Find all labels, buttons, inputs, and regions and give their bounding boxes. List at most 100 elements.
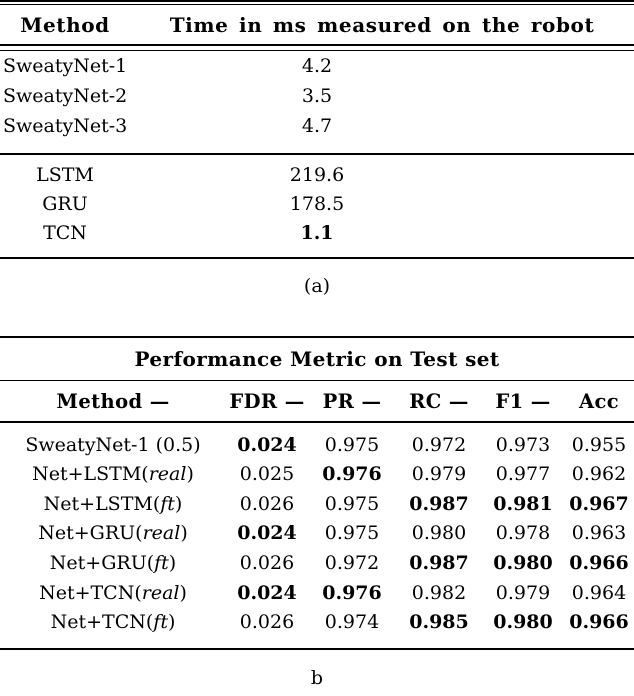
divider [0,335,634,338]
spacer-cell [504,111,634,141]
caption-a: (a) [303,274,331,297]
fdr-cell: 0.024 [237,581,297,604]
method-italic: real [141,581,180,604]
method-text: ) [167,611,176,634]
f1-cell: 0.980 [493,611,553,634]
rc-cell: 0.987 [409,551,469,574]
acc-cell: 0.962 [571,463,627,486]
method-cell: TCN [43,221,87,244]
method-italic: ft [154,551,169,574]
spacer-cell [504,190,634,219]
divider [0,421,634,423]
column-header-rc: RC — [409,389,469,413]
rc-cell: 0.980 [411,522,467,545]
method-text: ) [180,522,188,545]
table-row: Net+LSTM(ft) 0.026 0.975 0.987 0.981 0.9… [0,490,634,520]
table-row: SweatyNet-3 4.7 [0,111,634,141]
acc-cell: 0.966 [569,611,629,634]
divider [0,256,634,259]
f1-cell: 0.977 [495,463,551,486]
method-cell: Net+LSTM(ft) [0,490,226,520]
performance-table: Performance Metric on Test set Method — … [0,335,634,650]
divider [0,379,634,382]
method-text: Net+TCN( [39,581,142,604]
table-row: GRU 178.5 [0,190,634,219]
method-italic: ft [153,611,168,634]
method-italic: real [148,463,187,486]
fdr-cell: 0.026 [239,492,295,515]
rc-cell: 0.979 [411,463,467,486]
method-cell: Net+TCN(ft) [0,608,226,638]
pr-cell: 0.974 [324,611,380,634]
method-cell: Net+TCN(real) [0,579,226,609]
method-cell: SweatyNet-2 [3,85,128,107]
column-header-fdr: FDR — [229,389,305,413]
acc-cell: 0.967 [569,492,629,515]
time-cell: 4.2 [301,55,333,77]
divider [0,0,634,2]
acc-cell: 0.966 [569,551,629,574]
table-row: SweatyNet-1 4.2 [0,51,634,81]
timing-table: Method Time in ms measured on the robot … [0,0,634,259]
table-row: SweatyNet-1 (0.5) 0.024 0.975 0.972 0.97… [0,431,634,461]
pr-cell: 0.972 [324,551,380,574]
rc-cell: 0.987 [409,492,469,515]
column-header-f1: F1 — [495,389,551,413]
f1-cell: 0.979 [495,581,551,604]
spacer-cell [504,51,634,81]
rc-cell: 0.985 [409,611,469,634]
method-italic: real [142,522,181,545]
table-row: Net+TCN(real) 0.024 0.976 0.982 0.979 0.… [0,579,634,609]
method-text: Net+GRU( [38,522,143,545]
column-header-method: Method — [56,389,170,413]
performance-table-title: Performance Metric on Test set [134,346,500,371]
method-text: ) [174,492,183,515]
time-cell: 219.6 [289,163,345,186]
pr-cell: 0.975 [324,522,380,545]
method-cell: Net+GRU(ft) [0,549,226,579]
fdr-cell: 0.025 [239,463,295,486]
acc-cell: 0.964 [571,581,627,604]
fdr-cell: 0.024 [237,433,297,456]
method-text: ) [186,463,194,486]
table-row: Net+GRU(ft) 0.026 0.972 0.987 0.980 0.96… [0,549,634,579]
time-cell: 178.5 [289,192,345,215]
method-cell: Net+LSTM(real) [0,460,226,490]
method-cell: SweatyNet-1 [3,55,128,77]
divider [0,153,634,155]
f1-cell: 0.981 [493,492,553,515]
table-row: TCN 1.1 [0,219,634,248]
method-text: Net+TCN( [50,611,154,634]
performance-table-header-row: Method — FDR — PR — RC — F1 — Acc [0,381,634,421]
rc-cell: 0.972 [411,433,467,456]
spacer-cell [504,219,634,248]
spacer-cell [504,161,634,190]
table-row: Net+TCN(ft) 0.026 0.974 0.985 0.980 0.96… [0,608,634,638]
table-row: SweatyNet-2 3.5 [0,81,634,111]
timing-table-group-recurrent: LSTM 219.6 GRU 178.5 TCN 1.1 [0,155,634,257]
table-row: Net+GRU(real) 0.024 0.975 0.980 0.978 0.… [0,519,634,549]
method-text: ) [179,581,187,604]
divider [0,3,634,5]
method-text: Net+LSTM( [32,463,149,486]
caption-b: b [310,666,324,689]
pr-cell: 0.976 [322,581,382,604]
spacer-cell [504,81,634,111]
f1-cell: 0.978 [495,522,551,545]
f1-cell: 0.980 [493,551,553,574]
timing-table-group-sweatynet: SweatyNet-1 4.2 SweatyNet-2 3.5 SweatyNe… [0,51,634,141]
fdr-cell: 0.024 [237,522,297,545]
pr-cell: 0.976 [322,463,382,486]
time-cell: 3.5 [301,85,333,107]
method-cell: LSTM [36,163,94,186]
method-text: Net+GRU( [49,551,155,574]
fdr-cell: 0.026 [239,551,295,574]
method-cell: SweatyNet-1 (0.5) [0,431,226,461]
method-cell: GRU [42,192,88,215]
method-text: Net+LSTM( [43,492,161,515]
divider [0,49,634,51]
pr-cell: 0.975 [324,433,380,456]
method-cell: SweatyNet-3 [3,115,128,137]
rc-cell: 0.982 [411,581,467,604]
